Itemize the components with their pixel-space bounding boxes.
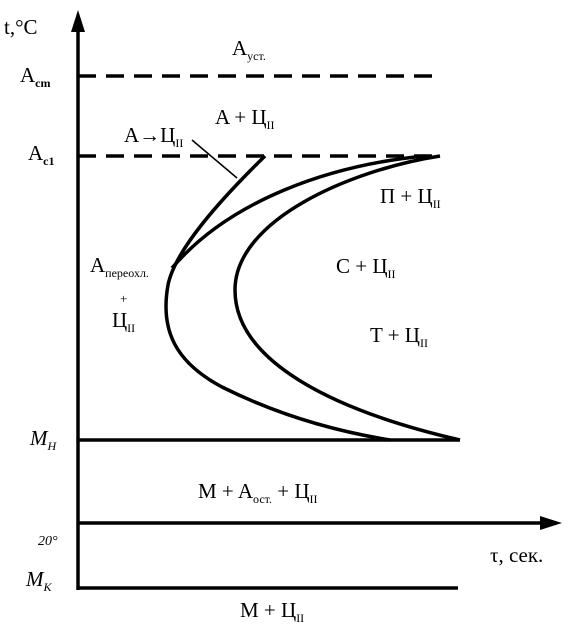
supercooled-label-3: ЦII — [112, 308, 135, 335]
text-part: II — [420, 336, 428, 350]
text-part: A→Ц — [124, 123, 175, 147]
text-part: cm — [35, 76, 50, 90]
text-part: II — [296, 611, 304, 625]
text-part: К — [43, 580, 53, 594]
text-part: M + A — [198, 479, 254, 503]
text-part: M + Ц — [240, 598, 296, 622]
supercooled-label-1: Aпереохл. — [90, 253, 149, 280]
carbide-curve — [170, 154, 426, 270]
mk-label: MК — [25, 567, 53, 594]
text-part: A — [90, 253, 106, 277]
text-part: Ц — [112, 308, 127, 332]
text-part: П + Ц — [380, 184, 433, 208]
supercooled-label-2: + — [120, 291, 127, 306]
a-to-c-label: A→ЦII — [124, 123, 183, 150]
mn-label: MН — [29, 426, 58, 453]
twenty-label: 20° — [38, 534, 58, 549]
text-part: уст. — [247, 49, 266, 63]
finish-curve — [233, 154, 461, 442]
x-arrow — [540, 516, 562, 530]
text-part: c1 — [43, 154, 54, 168]
text-part: A — [28, 141, 44, 165]
ac1-label: Ac1 — [28, 141, 55, 168]
y-arrow — [71, 10, 85, 32]
start-curve — [164, 154, 391, 442]
pearlite-label: П + ЦII — [380, 184, 441, 211]
text-part: M — [29, 426, 49, 450]
text-part: A — [232, 36, 248, 60]
a-plus-c-label: A + ЦII — [215, 105, 275, 132]
leader-line — [191, 139, 238, 179]
troostite-label: T + ЦII — [370, 323, 428, 350]
text-part: II — [175, 136, 183, 150]
y-label: t,°C — [4, 15, 38, 39]
text-part: переохл. — [105, 266, 149, 280]
text-part: II — [267, 118, 275, 132]
text-part: A + Ц — [215, 105, 267, 129]
text-part: Н — [47, 439, 58, 453]
text-part: C + Ц — [336, 254, 388, 278]
text-part: ост. — [253, 492, 272, 506]
text-part: A — [20, 63, 36, 87]
sorbite-label: C + ЦII — [336, 254, 396, 281]
text-part: T + Ц — [370, 323, 420, 347]
text-part: II — [127, 321, 135, 335]
austenite-label: Aуст. — [232, 36, 266, 63]
martensite-retained-label: M + Aост. + ЦII — [198, 479, 318, 506]
text-part: II — [388, 267, 396, 281]
text-part: + Ц — [272, 479, 310, 503]
text-part: II — [433, 197, 441, 211]
text-part: M — [25, 567, 45, 591]
x-label: τ, сек. — [490, 543, 543, 567]
acm-label: Acm — [20, 63, 51, 90]
text-part: II — [310, 492, 318, 506]
martensite-label: M + ЦII — [240, 598, 304, 625]
